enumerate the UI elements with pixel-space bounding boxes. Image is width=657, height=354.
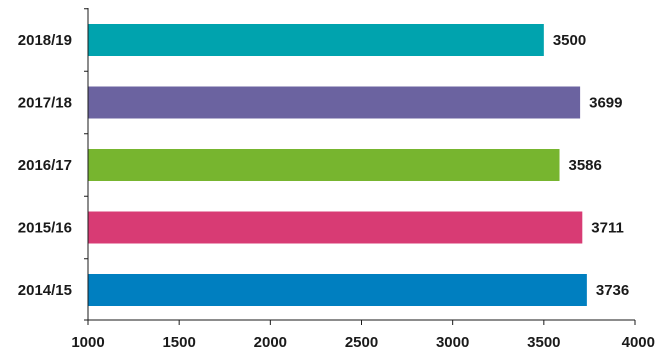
value-label: 3500 bbox=[553, 32, 586, 49]
category-label: 2017/18 bbox=[18, 95, 72, 112]
category-label: 2015/16 bbox=[18, 220, 72, 237]
category-label: 2016/17 bbox=[18, 157, 72, 174]
bar-2017-18 bbox=[88, 86, 581, 119]
x-tick-label: 4000 bbox=[622, 334, 655, 351]
x-ticks-group: 1000 1500 2000 2500 3000 3500 4000 bbox=[71, 8, 655, 351]
value-labels-group: 3500 3699 3586 3711 3736 bbox=[553, 32, 629, 299]
value-label: 3586 bbox=[569, 157, 602, 174]
x-tick-label: 1000 bbox=[71, 334, 104, 351]
bar-2016-17 bbox=[88, 149, 560, 181]
category-labels-group: 2018/19 2017/18 2016/17 2015/16 2014/15 bbox=[18, 32, 72, 299]
x-tick-label: 3000 bbox=[436, 334, 469, 351]
x-tick-label: 1500 bbox=[162, 334, 195, 351]
x-tick-label: 2000 bbox=[254, 334, 287, 351]
value-label: 3736 bbox=[596, 282, 629, 299]
bar-2018-19 bbox=[88, 24, 544, 56]
bar-2014-15 bbox=[88, 274, 587, 306]
bars-group bbox=[88, 24, 587, 306]
bar-2015-16 bbox=[88, 211, 583, 244]
value-label: 3711 bbox=[591, 220, 624, 237]
category-label: 2018/19 bbox=[18, 32, 72, 49]
x-tick-label: 3500 bbox=[527, 334, 560, 351]
x-tick-label: 2500 bbox=[345, 334, 378, 351]
category-label: 2014/15 bbox=[18, 282, 72, 299]
value-label: 3699 bbox=[589, 95, 622, 112]
